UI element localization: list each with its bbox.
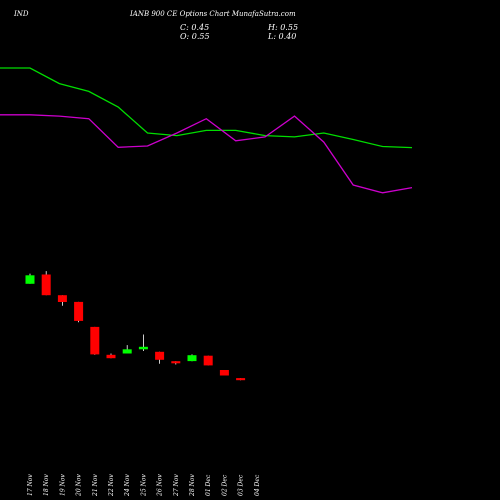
symbol-label: IND [14, 10, 29, 18]
indicator-line-2 [0, 114, 413, 194]
candle-body [90, 326, 100, 355]
x-tick-label: 19 Nov [59, 474, 66, 496]
candle [187, 354, 197, 362]
candle [203, 355, 213, 366]
candle [106, 353, 116, 359]
x-tick-label: 26 Nov [157, 474, 164, 497]
x-tick-label: 25 Nov [140, 474, 147, 497]
candle-body [25, 275, 35, 284]
candle [25, 273, 35, 284]
candle-body [203, 355, 213, 366]
candle [57, 295, 67, 306]
candle-body [219, 370, 229, 376]
open-label: O: 0.55 [180, 32, 210, 41]
candle-body [187, 355, 197, 362]
candle-body [41, 274, 51, 296]
candle [74, 301, 84, 323]
candle [122, 345, 132, 354]
x-axis-labels: 17 Nov 18 Nov 19 Nov 20 Nov 21 Nov 22 Nov 24 N… [27, 474, 261, 497]
candle-body [155, 351, 165, 360]
candle [171, 361, 181, 365]
candle [219, 370, 229, 376]
x-tick-label: 04 Dec [254, 474, 261, 496]
candle-body [138, 346, 148, 350]
chart-title: IANB 900 CE Options Chart MunafaSutra.co… [130, 10, 296, 18]
low-label: L: 0.40 [268, 32, 297, 41]
candle-body [57, 295, 67, 302]
x-tick-label: 20 Nov [76, 474, 83, 497]
high-label: H: 0.55 [268, 23, 299, 32]
candle [138, 334, 148, 351]
x-tick-label: 01 Dec [205, 474, 212, 496]
candle-body [122, 349, 132, 354]
candle [90, 326, 100, 355]
candle-body [106, 354, 116, 359]
x-tick-label: 03 Dec [238, 474, 245, 496]
x-tick-label: 27 Nov [173, 474, 180, 497]
indicator-lines [0, 67, 413, 194]
x-tick-label: 18 Nov [43, 474, 50, 496]
indicator-line-1 [0, 67, 413, 149]
x-tick-label: 02 Dec [221, 474, 228, 496]
candle [236, 378, 246, 381]
candle-body [74, 301, 84, 321]
candle-body [171, 361, 181, 364]
x-tick-label: 24 Nov [124, 474, 131, 497]
candle-body [236, 378, 246, 381]
candle [41, 271, 51, 296]
candle [155, 351, 165, 364]
candles [25, 271, 246, 381]
x-tick-label: 22 Nov [108, 474, 115, 497]
x-tick-label: 28 Nov [189, 474, 196, 497]
x-tick-label: 21 Nov [92, 474, 99, 497]
close-label: C: 0.45 [180, 23, 210, 32]
x-tick-label: 17 Nov [27, 474, 34, 496]
